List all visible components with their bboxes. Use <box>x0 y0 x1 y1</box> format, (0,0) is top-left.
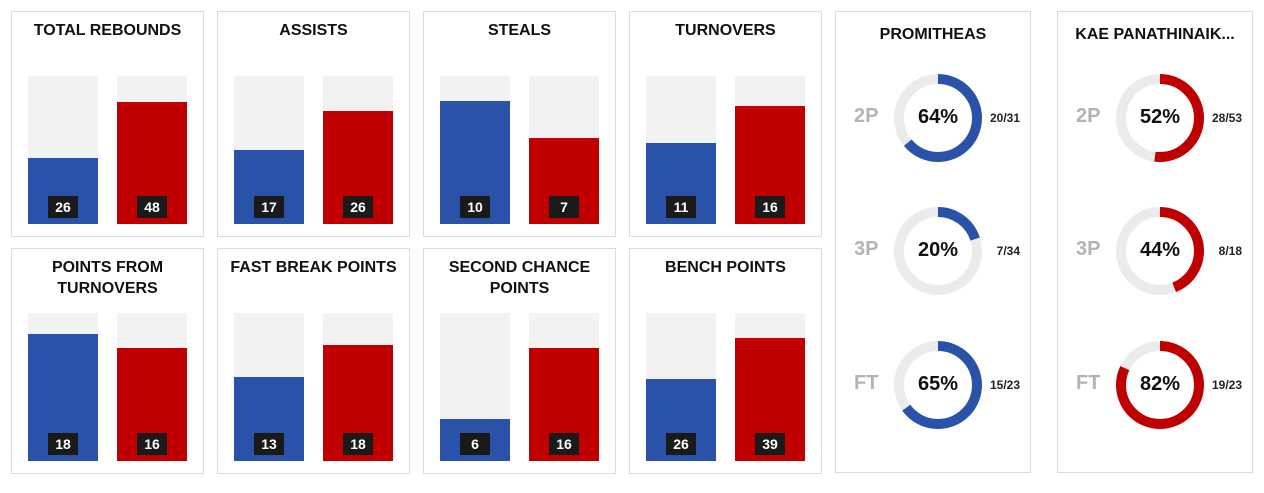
bar-track: 16 <box>117 313 187 461</box>
shot-type-label: 2P <box>854 105 879 127</box>
made-attempted: 20/31 <box>989 111 1020 125</box>
made-attempted: 28/53 <box>1211 111 1242 125</box>
team-name: KAE PANATHINAIK... <box>1075 26 1235 43</box>
bar-value-label: 18 <box>343 433 373 455</box>
bar-value-label: 26 <box>666 433 696 455</box>
bar-value-label: 16 <box>137 433 167 455</box>
stat-title: SECOND CHANCE POINTS <box>448 259 591 297</box>
bar-value-label: 48 <box>137 196 167 218</box>
bar-track: 13 <box>234 313 304 461</box>
bar-value-label: 17 <box>254 196 284 218</box>
shooting-percentage: 65% <box>917 373 959 395</box>
stat-card: TURNOVERS 11 16 <box>629 11 822 237</box>
shooting-percentage: 64% <box>917 106 959 128</box>
made-attempted: 15/23 <box>989 378 1020 392</box>
bar-track: 18 <box>28 313 98 461</box>
donut-arc <box>1116 74 1204 162</box>
donut-arc <box>1116 341 1204 429</box>
bar-track: 16 <box>529 313 599 461</box>
stat-card: FAST BREAK POINTS 13 18 <box>217 248 410 474</box>
bar-value-label: 13 <box>254 433 284 455</box>
stat-card: SECOND CHANCE POINTS 6 16 <box>423 248 616 474</box>
bar-track: 48 <box>117 76 187 224</box>
donut-arc <box>1116 207 1204 295</box>
shooting-percentage: 20% <box>917 239 959 261</box>
shooting-card: PROMITHEAS 2P 64% 20/31 3P 20% 7/34 FT 65% 15/23 <box>835 11 1031 473</box>
bar-value-label: 10 <box>460 196 490 218</box>
stat-title: FAST BREAK POINTS <box>230 259 397 276</box>
shooting-card: KAE PANATHINAIK... 2P 52% 28/53 3P 44% 8/18 FT 8… <box>1057 11 1253 473</box>
bar-value-label: 39 <box>755 433 785 455</box>
donut-arc <box>894 74 982 162</box>
stat-card: TOTAL REBOUNDS 26 48 <box>11 11 204 237</box>
shooting-donut <box>1116 341 1204 429</box>
stat-title: BENCH POINTS <box>665 259 786 276</box>
shot-type-label: FT <box>1076 372 1101 394</box>
shot-type-label: 3P <box>854 238 879 260</box>
donut-arc <box>894 341 982 429</box>
shooting-percentage: 44% <box>1139 239 1181 261</box>
shooting-donut <box>894 341 982 429</box>
shot-type-label: 3P <box>1076 238 1101 260</box>
donut-arc <box>894 207 982 295</box>
stat-title: TURNOVERS <box>675 22 776 39</box>
bar-track: 6 <box>440 313 510 461</box>
stat-card: STEALS 10 7 <box>423 11 616 237</box>
shot-type-label: FT <box>854 372 879 394</box>
bar-track: 26 <box>323 76 393 224</box>
shooting-donut <box>1116 207 1204 295</box>
team-name: PROMITHEAS <box>879 26 987 43</box>
bar-track: 26 <box>646 313 716 461</box>
bar-value-label: 26 <box>48 196 78 218</box>
bar-track: 39 <box>735 313 805 461</box>
stat-card: BENCH POINTS 26 39 <box>629 248 822 474</box>
shooting-donut <box>894 207 982 295</box>
made-attempted: 8/18 <box>1218 244 1242 258</box>
made-attempted: 19/23 <box>1211 378 1242 392</box>
stat-title: TOTAL REBOUNDS <box>33 22 182 39</box>
stat-card: ASSISTS 17 26 <box>217 11 410 237</box>
shot-type-label: 2P <box>1076 105 1101 127</box>
bar-track: 10 <box>440 76 510 224</box>
bar-value-label: 6 <box>460 433 490 455</box>
bar-track: 11 <box>646 76 716 224</box>
bar-track: 17 <box>234 76 304 224</box>
made-attempted: 7/34 <box>996 244 1020 258</box>
bar-track: 18 <box>323 313 393 461</box>
shooting-donut <box>1116 74 1204 162</box>
shooting-percentage: 52% <box>1139 106 1181 128</box>
stat-title: STEALS <box>487 22 552 39</box>
bar-value-label: 16 <box>549 433 579 455</box>
shooting-donut <box>894 74 982 162</box>
bar-track: 16 <box>735 76 805 224</box>
bar-value-label: 11 <box>666 196 696 218</box>
stat-title: ASSISTS <box>279 22 348 39</box>
bar-track: 7 <box>529 76 599 224</box>
bar-value-label: 7 <box>549 196 579 218</box>
stat-title: POINTS FROM TURNOVERS <box>51 259 164 297</box>
bar-value-label: 16 <box>755 196 785 218</box>
shooting-percentage: 82% <box>1139 373 1181 395</box>
bar-value-label: 26 <box>343 196 373 218</box>
bar-value-label: 18 <box>48 433 78 455</box>
stat-card: POINTS FROM TURNOVERS 18 16 <box>11 248 204 474</box>
bar-track: 26 <box>28 76 98 224</box>
